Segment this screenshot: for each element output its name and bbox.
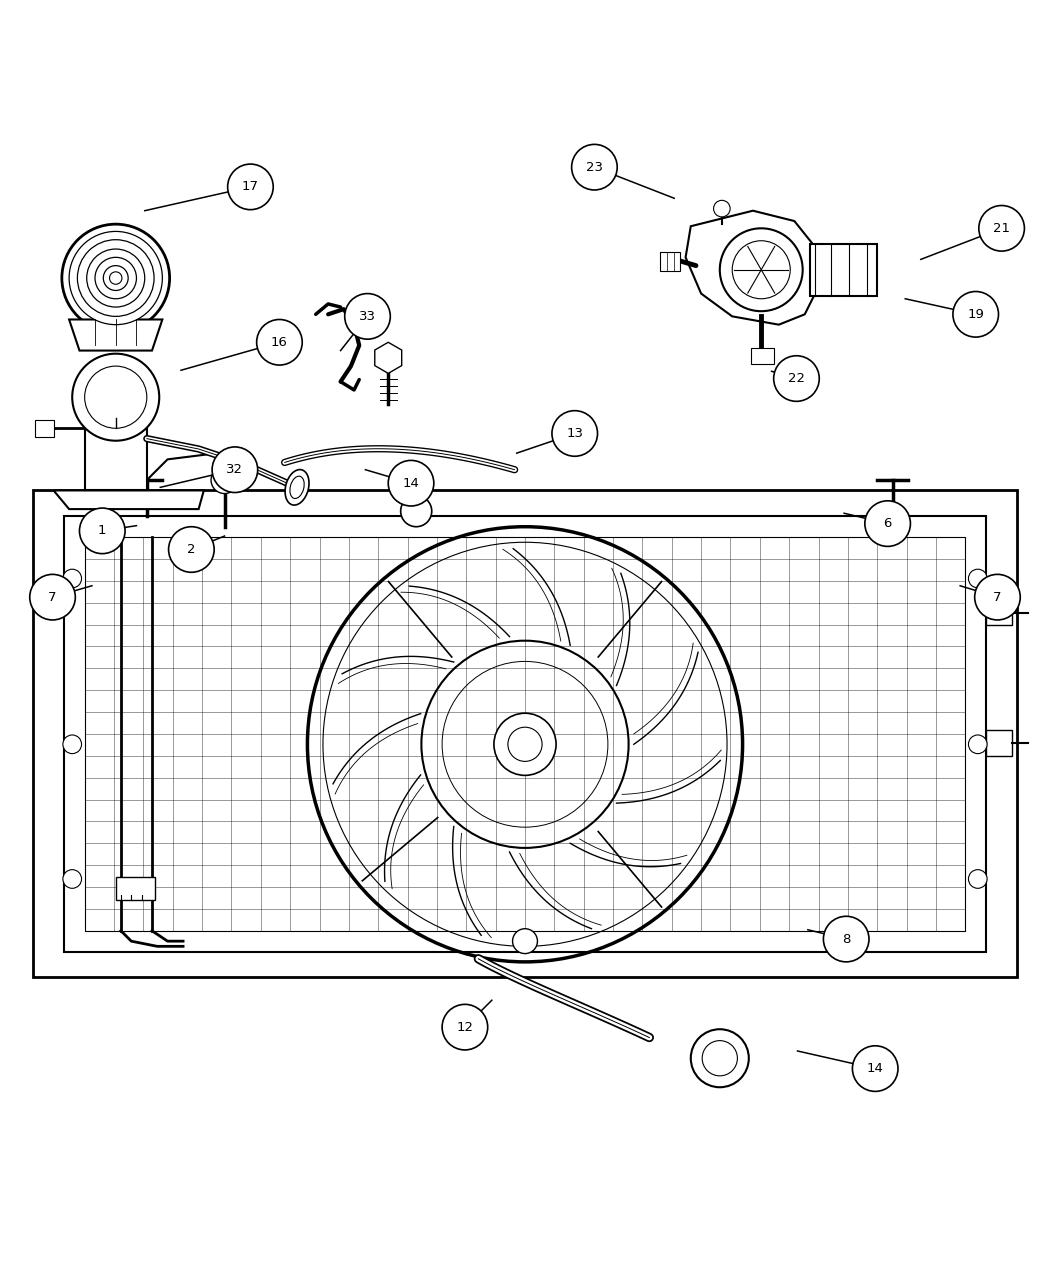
Circle shape: [256, 319, 302, 365]
Text: 16: 16: [271, 336, 288, 348]
Bar: [116, 877, 155, 900]
Bar: [810, 244, 878, 296]
Circle shape: [865, 501, 910, 547]
Circle shape: [494, 713, 556, 775]
Circle shape: [774, 356, 819, 402]
Text: 7: 7: [993, 591, 1002, 604]
Polygon shape: [69, 319, 163, 351]
Circle shape: [72, 353, 160, 441]
Circle shape: [968, 735, 987, 754]
Bar: [659, 252, 680, 271]
Polygon shape: [375, 342, 402, 374]
Text: 7: 7: [48, 591, 57, 604]
Circle shape: [508, 727, 542, 761]
Polygon shape: [54, 491, 204, 510]
Circle shape: [78, 240, 154, 316]
Circle shape: [169, 526, 214, 572]
Text: 12: 12: [457, 1021, 474, 1033]
Text: 2: 2: [187, 543, 195, 555]
Circle shape: [103, 266, 128, 291]
Text: 6: 6: [883, 517, 891, 530]
Circle shape: [823, 916, 869, 962]
Circle shape: [94, 257, 136, 299]
Circle shape: [63, 569, 82, 588]
Text: 14: 14: [402, 477, 419, 489]
Text: 23: 23: [586, 160, 603, 174]
Text: 14: 14: [866, 1063, 884, 1075]
Bar: [751, 348, 774, 364]
Circle shape: [228, 164, 273, 210]
Text: 1: 1: [98, 525, 106, 538]
Bar: [64, 516, 986, 952]
Circle shape: [442, 1004, 487, 1050]
Circle shape: [968, 569, 987, 588]
Text: 17: 17: [242, 180, 259, 193]
Circle shape: [211, 466, 238, 493]
Ellipse shape: [286, 469, 309, 505]
Circle shape: [69, 231, 163, 324]
Circle shape: [953, 291, 999, 337]
Text: 22: 22: [788, 372, 805, 385]
Text: 19: 19: [967, 308, 984, 320]
Circle shape: [968, 869, 987, 888]
Text: 33: 33: [359, 310, 376, 323]
Circle shape: [344, 294, 391, 339]
Circle shape: [853, 1046, 898, 1092]
Circle shape: [714, 201, 730, 217]
Polygon shape: [85, 398, 147, 491]
Circle shape: [63, 735, 82, 754]
Circle shape: [63, 869, 82, 888]
Circle shape: [702, 1041, 737, 1075]
Circle shape: [87, 249, 145, 308]
Circle shape: [512, 929, 538, 953]
Bar: [986, 730, 1012, 756]
Circle shape: [212, 447, 257, 493]
Circle shape: [691, 1030, 749, 1087]
Circle shape: [720, 229, 802, 311]
Text: 21: 21: [993, 222, 1010, 235]
Bar: [986, 599, 1012, 625]
Circle shape: [388, 460, 434, 506]
Circle shape: [979, 206, 1025, 252]
Circle shape: [974, 574, 1021, 620]
Polygon shape: [686, 211, 820, 324]
Text: 13: 13: [566, 427, 583, 440]
Circle shape: [732, 240, 791, 299]
Bar: [35, 419, 54, 436]
Ellipse shape: [290, 477, 304, 498]
Bar: [33, 491, 1017, 977]
Circle shape: [29, 574, 76, 620]
Text: 32: 32: [227, 463, 244, 477]
Circle shape: [552, 411, 597, 456]
Bar: [85, 538, 965, 930]
Text: 8: 8: [842, 933, 850, 946]
Circle shape: [401, 496, 432, 526]
Circle shape: [80, 508, 125, 554]
Circle shape: [85, 366, 147, 428]
Circle shape: [109, 272, 122, 285]
Circle shape: [571, 145, 617, 189]
Circle shape: [62, 224, 170, 332]
